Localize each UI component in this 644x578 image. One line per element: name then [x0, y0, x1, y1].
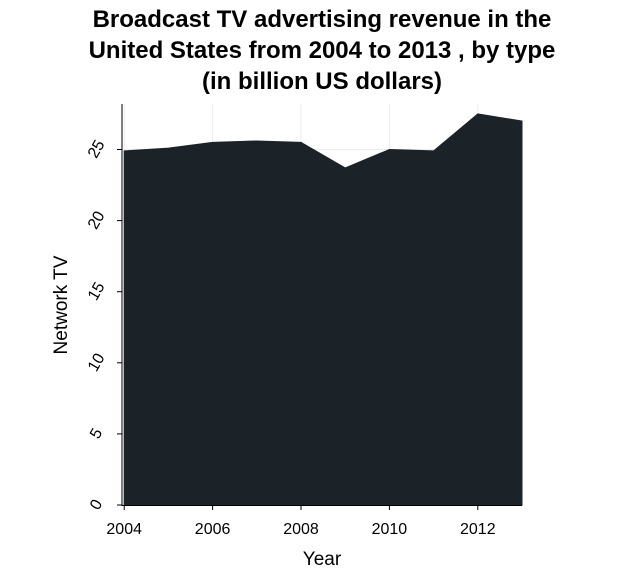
chart-title-line-3: (in billion US dollars) — [202, 68, 442, 95]
y-tick-label: 10 — [85, 351, 109, 375]
axes — [121, 104, 522, 506]
x-tick-label: 2008 — [283, 521, 319, 538]
chart-title-line-2: United States from 2004 to 2013 , by typ… — [88, 37, 556, 64]
y-axis-label: Network TV — [51, 255, 72, 354]
plot-area — [123, 113, 523, 506]
y-tick-label: 0 — [87, 497, 106, 513]
area-series — [123, 113, 523, 506]
y-tick-label: 20 — [85, 208, 109, 232]
y-axis-ticks: 0 5 10 15 20 25 — [85, 137, 122, 513]
y-tick-label: 15 — [85, 280, 109, 304]
x-tick-label: 2004 — [106, 521, 142, 538]
x-axis-label: Year — [303, 549, 342, 570]
y-tick-label: 5 — [87, 426, 106, 442]
chart-title-line-1: Broadcast TV advertising revenue in the — [92, 6, 552, 33]
x-tick-label: 2012 — [460, 521, 496, 538]
x-tick-label: 2010 — [372, 521, 408, 538]
x-tick-label: 2006 — [195, 521, 231, 538]
y-tick-label: 25 — [85, 137, 109, 161]
x-axis-ticks: 2004 2006 2008 2010 2012 — [106, 505, 496, 538]
chart-title: Broadcast TV advertising revenue in the … — [0, 4, 644, 97]
